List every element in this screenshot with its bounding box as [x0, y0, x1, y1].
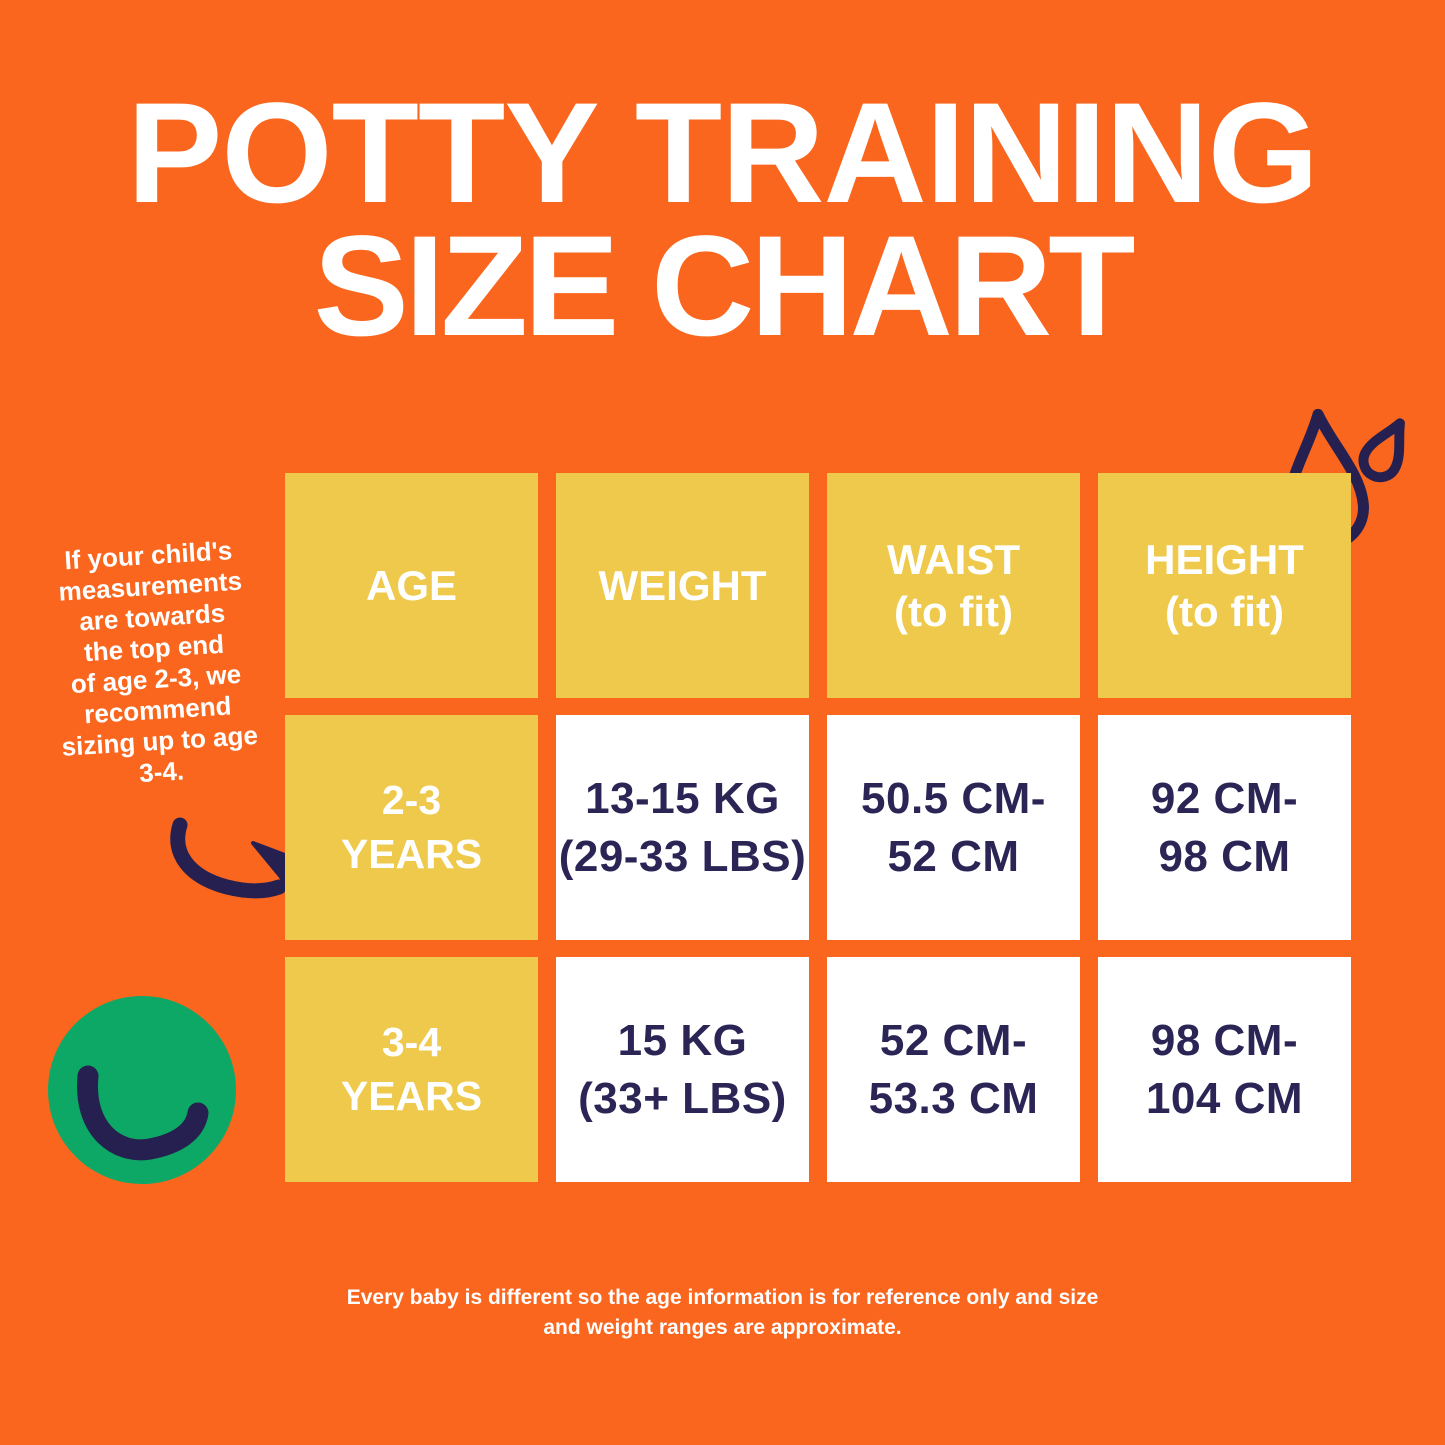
title-line-1: POTTY TRAINING — [127, 74, 1319, 233]
arrow-shaft — [170, 817, 287, 899]
smile-mouth — [77, 1065, 209, 1161]
sizing-advice-note: If your child's measurements are towards… — [57, 535, 259, 789]
page-title: POTTY TRAINING SIZE CHART — [0, 82, 1445, 358]
size-chart-table: AGE WEIGHT WAIST (to fit) HEIGHT (to fit… — [285, 473, 1351, 1182]
cell-weight-2-3-years: 13-15 KG (29-33 LBS) — [556, 715, 809, 940]
cell-age-2-3-years: 2-3 YEARS — [285, 715, 538, 940]
smiley-face-icon — [48, 996, 236, 1184]
smile-mouth-svg — [77, 1065, 209, 1161]
header-cell-age: AGE — [285, 473, 538, 698]
title-line-2: SIZE CHART — [313, 207, 1136, 366]
cell-age-3-4-years: 3-4 YEARS — [285, 957, 538, 1182]
droplet-small — [1358, 418, 1405, 483]
cell-weight-3-4-years: 15 KG (33+ LBS) — [556, 957, 809, 1182]
header-cell-waist: WAIST (to fit) — [827, 473, 1080, 698]
cell-height-3-4-years: 98 CM- 104 CM — [1098, 957, 1351, 1182]
cell-height-2-3-years: 92 CM- 98 CM — [1098, 715, 1351, 940]
disclaimer-text: Every baby is different so the age infor… — [346, 1286, 1099, 1340]
header-cell-weight: WEIGHT — [556, 473, 809, 698]
cell-waist-2-3-years: 50.5 CM- 52 CM — [827, 715, 1080, 940]
header-cell-height: HEIGHT (to fit) — [1098, 473, 1351, 698]
cell-waist-3-4-years: 52 CM- 53.3 CM — [827, 957, 1080, 1182]
